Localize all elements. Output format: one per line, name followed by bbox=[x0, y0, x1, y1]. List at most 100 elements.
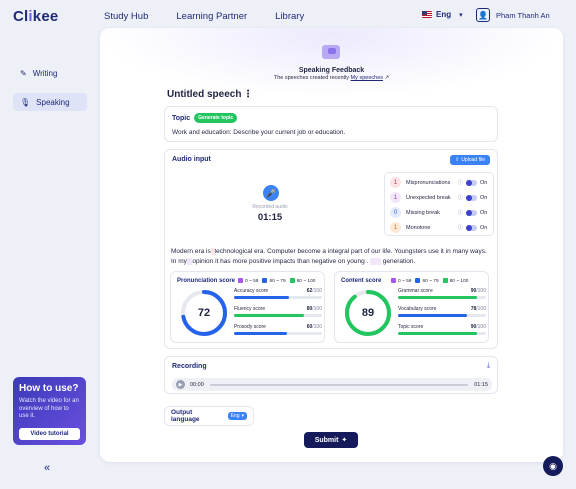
sidebar-item-writing[interactable]: ✎ Writing bbox=[13, 64, 87, 82]
metric-fluency: Fluency score 80/100 bbox=[234, 306, 322, 324]
unexpected-break-highlight[interactable] bbox=[186, 257, 193, 265]
nav-learning-partner[interactable]: Learning Partner bbox=[176, 11, 248, 22]
recorded-duration: 01:15 bbox=[257, 212, 283, 223]
metric-bar bbox=[398, 332, 478, 335]
download-icon[interactable]: ⤓ bbox=[486, 362, 490, 369]
top-nav: Clikee Study Hub Learning Partner Librar… bbox=[0, 0, 576, 32]
info-icon[interactable]: ⓘ bbox=[457, 210, 463, 216]
toggle-name: Missing break bbox=[406, 209, 440, 216]
metric-max: /100 bbox=[476, 288, 486, 294]
sidebar-item-speaking[interactable]: 🎙 Speaking bbox=[13, 93, 87, 111]
language-selector[interactable]: Eng ▾ bbox=[422, 10, 463, 19]
nav-library[interactable]: Library bbox=[275, 11, 305, 22]
topic-card: Topic Generate topic Work and education:… bbox=[164, 106, 498, 142]
error-toggles: 1 Mispronunciations ⓘ On 1 Unexpected br… bbox=[384, 172, 494, 236]
toggle-row-mispronunciations: 1 Mispronunciations ⓘ On bbox=[390, 175, 488, 190]
legend-low: 0 ~ 59 bbox=[238, 278, 258, 284]
submit-label: Submit bbox=[314, 436, 339, 444]
transcript-segment: Modern era is bbox=[171, 248, 211, 255]
metric-bar bbox=[398, 296, 478, 299]
transcript-text: Modern era is technological era. Compute… bbox=[171, 247, 493, 266]
speech-title[interactable]: Untitled speech bbox=[167, 89, 242, 100]
more-options-icon[interactable]: ⋮ bbox=[243, 89, 253, 100]
pronunciation-metrics: Accuracy score 62/100 Fluency score 80/100… bbox=[234, 288, 322, 342]
metric-name: Vocabulary score bbox=[398, 306, 437, 312]
metric-accuracy: Accuracy score 62/100 bbox=[234, 288, 322, 306]
toggle-state: On bbox=[480, 224, 488, 231]
pronunciation-score-title: Pronunciation score bbox=[177, 278, 236, 284]
metric-value: 62 bbox=[306, 288, 313, 294]
logo[interactable]: Clikee bbox=[13, 8, 58, 25]
user-name: Pham Thanh An bbox=[496, 10, 550, 20]
legend-mid: 60 ~ 79 bbox=[415, 278, 439, 284]
metric-bar bbox=[398, 314, 467, 317]
content-metrics: Grammar score 90/100 Vocabulary score 78/1… bbox=[398, 288, 486, 342]
toggle-switch[interactable] bbox=[466, 209, 477, 216]
count-badge: 0 bbox=[390, 207, 401, 218]
upload-icon: ⇪ bbox=[455, 157, 460, 163]
nav-study-hub[interactable]: Study Hub bbox=[104, 11, 149, 22]
metric-vocabulary: Vocabulary score 78/100 bbox=[398, 306, 486, 324]
how-to-title: How to use? bbox=[19, 383, 79, 394]
score-legend: 0 ~ 59 60 ~ 79 80 ~ 100 bbox=[391, 278, 468, 284]
current-time: 00:00 bbox=[190, 381, 204, 388]
audio-input-card: Audio input ⇪ Upload file 🎤 Recorded audi… bbox=[164, 149, 498, 349]
pencil-icon: ✎ bbox=[20, 68, 27, 78]
pronunciation-score-value: 72 bbox=[197, 307, 211, 319]
my-speeches-link[interactable]: My speeches bbox=[350, 75, 383, 81]
metric-topic: Topic score 90/100 bbox=[398, 324, 486, 342]
info-icon[interactable]: ⓘ bbox=[457, 180, 463, 186]
metric-value: 60 bbox=[306, 324, 313, 330]
info-icon[interactable]: ⓘ bbox=[457, 225, 463, 231]
main-panel: Speaking Feedback The speeches created r… bbox=[100, 28, 563, 462]
info-icon[interactable]: ⓘ bbox=[457, 195, 463, 201]
video-tutorial-button[interactable]: Video tutorial bbox=[19, 428, 80, 440]
speech-bubble-icon bbox=[322, 45, 340, 59]
metric-max: /100 bbox=[312, 288, 322, 294]
gauge-arc bbox=[181, 290, 227, 336]
play-icon[interactable]: ▶ bbox=[176, 380, 185, 389]
output-language-select[interactable]: Eng ▾ bbox=[227, 412, 247, 420]
metric-max: /100 bbox=[312, 324, 322, 330]
transcript-segment: generation. bbox=[382, 257, 416, 265]
hero-subtitle: The speeches created recently My speeche… bbox=[100, 75, 563, 81]
metric-value: 78 bbox=[470, 306, 477, 312]
pronunciation-score-card: Pronunciation score 0 ~ 59 60 ~ 79 80 ~ … bbox=[170, 271, 325, 343]
metric-name: Accuracy score bbox=[234, 288, 269, 294]
collapse-sidebar-icon[interactable]: « bbox=[44, 462, 51, 474]
chevron-down-icon: ▾ bbox=[241, 413, 244, 419]
legend-low-label: 0 ~ 59 bbox=[398, 278, 412, 284]
hero-subtitle-text: The speeches created recently bbox=[273, 75, 350, 81]
legend-high-label: 80 ~ 100 bbox=[449, 278, 469, 284]
transcript-segment: opinion it has more positive impacts tha… bbox=[192, 257, 365, 265]
score-legend: 0 ~ 59 60 ~ 79 80 ~ 100 bbox=[238, 278, 315, 284]
upload-file-button[interactable]: ⇪ Upload file bbox=[450, 155, 490, 165]
toggle-switch[interactable] bbox=[466, 179, 477, 186]
content-gauge: 89 bbox=[343, 288, 393, 338]
microphone-icon[interactable]: 🎤 bbox=[263, 185, 279, 201]
recording-label: Recording bbox=[172, 363, 207, 370]
us-flag-icon bbox=[422, 11, 432, 18]
mispronunciation-highlight[interactable] bbox=[210, 248, 215, 255]
user-menu[interactable]: 👤 Pham Thanh An bbox=[476, 8, 550, 22]
language-label: Eng bbox=[436, 10, 452, 19]
metric-max: /100 bbox=[476, 324, 486, 330]
pronunciation-gauge: 72 bbox=[179, 288, 229, 338]
output-language-card: Output language Eng ▾ bbox=[164, 406, 254, 426]
count-badge: 1 bbox=[390, 222, 401, 233]
content-score-value: 89 bbox=[361, 307, 375, 319]
chat-assistant-icon[interactable]: ◉ bbox=[543, 456, 563, 476]
sparkle-icon: ✦ bbox=[341, 437, 348, 444]
progress-track[interactable] bbox=[209, 383, 469, 386]
toggle-switch[interactable] bbox=[466, 224, 477, 231]
legend-low-label: 0 ~ 59 bbox=[245, 278, 259, 284]
submit-button[interactable]: Submit ✦ bbox=[304, 432, 358, 448]
topic-text[interactable]: Work and education: Describe your curren… bbox=[172, 129, 346, 136]
metric-name: Grammar score bbox=[398, 288, 433, 294]
metric-value: 90 bbox=[470, 324, 477, 330]
toggle-switch[interactable] bbox=[466, 194, 477, 201]
unexpected-break-highlight[interactable] bbox=[370, 257, 381, 265]
toggle-row-monotone: 1 Monotone ⓘ On bbox=[390, 220, 488, 235]
generate-topic-button[interactable]: Generate topic bbox=[194, 113, 238, 123]
metric-bar bbox=[234, 332, 287, 335]
